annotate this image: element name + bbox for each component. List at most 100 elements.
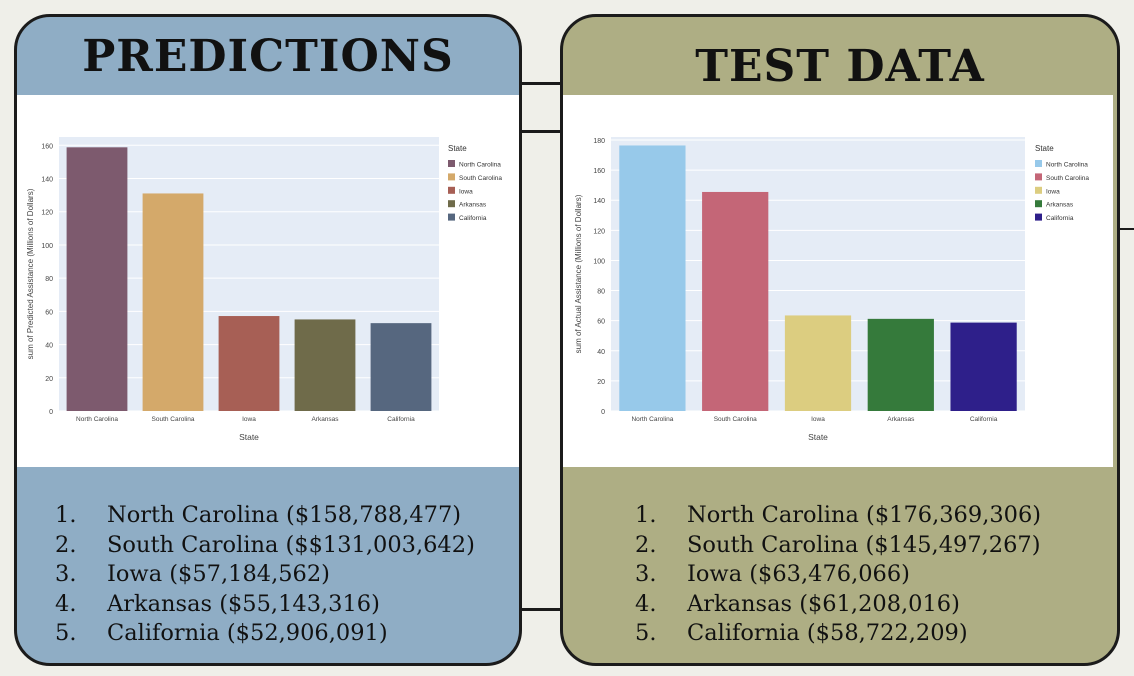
connector-line-top bbox=[518, 82, 564, 85]
legend-label: North Carolina bbox=[1046, 162, 1088, 169]
legend-swatch bbox=[448, 186, 455, 194]
rank-text: Iowa ($63,476,066) bbox=[687, 561, 910, 588]
y-tick-label: 180 bbox=[593, 138, 605, 145]
y-tick-label: 0 bbox=[601, 409, 605, 416]
rank-text: California ($58,722,209) bbox=[687, 620, 968, 647]
x-axis-label: State bbox=[808, 432, 828, 442]
legend-swatch bbox=[448, 160, 455, 167]
legend-label: California bbox=[459, 215, 487, 222]
bar bbox=[702, 191, 769, 411]
y-tick-label: 40 bbox=[597, 349, 605, 356]
x-axis-label: State bbox=[239, 432, 259, 442]
y-tick-label: 60 bbox=[597, 319, 605, 326]
legend-swatch bbox=[1035, 173, 1042, 181]
y-tick-label: 0 bbox=[49, 409, 53, 416]
y-tick-label: 20 bbox=[597, 379, 605, 386]
legend-label: California bbox=[1046, 215, 1074, 222]
ranking-item: 3. Iowa ($57,184,562) bbox=[55, 560, 475, 590]
rank-text: Arkansas ($61,208,016) bbox=[687, 590, 960, 617]
rank-text: California ($52,906,091) bbox=[107, 620, 388, 647]
legend-swatch bbox=[1035, 200, 1042, 208]
y-tick-label: 60 bbox=[45, 309, 53, 316]
bar bbox=[218, 316, 280, 411]
y-tick-label: 100 bbox=[41, 243, 53, 250]
ranking-item: 4. Arkansas ($55,143,316) bbox=[55, 590, 475, 620]
legend-label: Iowa bbox=[459, 188, 473, 195]
legend-swatch bbox=[448, 173, 455, 181]
rank-number: 3. bbox=[55, 561, 77, 588]
connector-line-bottom bbox=[518, 608, 564, 611]
predictions-panel: PREDICTIONS 0 20 40 60 80 100 120 140 160 North C… bbox=[14, 14, 522, 666]
bar bbox=[142, 193, 204, 411]
y-tick-label: 100 bbox=[593, 258, 605, 265]
legend-swatch bbox=[448, 213, 455, 221]
connector-line-mid bbox=[518, 130, 564, 133]
ranking-item: 1. North Carolina ($176,369,306) bbox=[635, 501, 1041, 531]
y-tick-label: 80 bbox=[597, 289, 605, 296]
rank-number: 4. bbox=[55, 590, 77, 617]
rank-number: 3. bbox=[635, 561, 657, 588]
predictions-chart-container: 0 20 40 60 80 100 120 140 160 North Carolina South… bbox=[17, 95, 519, 467]
legend-title: State bbox=[448, 144, 467, 153]
ranking-item: 5. California ($58,722,209) bbox=[635, 619, 1041, 649]
y-axis-label: sum of Actual Assistance (Millions of Do… bbox=[574, 194, 583, 353]
test-data-ranking-list: 1. North Carolina ($176,369,306) 2. South … bbox=[635, 501, 1041, 649]
legend-swatch bbox=[1035, 160, 1042, 167]
rank-text: South Carolina ($145,497,267) bbox=[687, 531, 1041, 558]
rank-number: 2. bbox=[55, 531, 77, 558]
bar bbox=[950, 322, 1017, 411]
legend-swatch bbox=[1035, 186, 1042, 194]
y-tick-label: 160 bbox=[41, 143, 53, 150]
legend-label: Arkansas bbox=[1046, 202, 1074, 209]
x-tick-label: California bbox=[970, 416, 998, 423]
connector-line-right bbox=[1118, 228, 1134, 230]
rank-number: 1. bbox=[55, 502, 77, 528]
x-tick-label: South Carolina bbox=[152, 416, 195, 423]
legend-title: State bbox=[1035, 144, 1054, 153]
ranking-item: 2. South Carolina ($$131,003,642) bbox=[55, 531, 475, 561]
x-tick-label: Iowa bbox=[811, 416, 825, 423]
x-tick-label: Arkansas bbox=[887, 416, 915, 423]
x-tick-label: North Carolina bbox=[76, 416, 118, 423]
ranking-item: 4. Arkansas ($61,208,016) bbox=[635, 590, 1041, 620]
bar bbox=[294, 319, 356, 411]
rank-number: 2. bbox=[635, 531, 657, 558]
legend-label: Arkansas bbox=[459, 202, 487, 209]
rank-text: Arkansas ($55,143,316) bbox=[107, 590, 380, 617]
y-tick-label: 160 bbox=[593, 168, 605, 175]
rank-number: 1. bbox=[635, 502, 657, 528]
y-axis-label: sum of Predicted Assistance (Millions of… bbox=[26, 188, 35, 359]
test-data-title: TEST DATA bbox=[695, 41, 985, 92]
rank-text: North Carolina ($158,788,477) bbox=[107, 502, 462, 528]
x-tick-label: California bbox=[387, 416, 415, 423]
ranking-item: 5. California ($52,906,091) bbox=[55, 619, 475, 649]
bar bbox=[370, 323, 432, 411]
test-data-chart-container: 0 20 40 60 80 100 120 140 160 180 North Carolina So… bbox=[563, 95, 1113, 467]
x-tick-label: Arkansas bbox=[311, 416, 339, 423]
rank-text: Iowa ($57,184,562) bbox=[107, 561, 330, 588]
y-tick-label: 80 bbox=[45, 276, 53, 283]
bar bbox=[619, 145, 686, 411]
test-data-chart: 0 20 40 60 80 100 120 140 160 180 North Carolina So… bbox=[574, 137, 1089, 442]
rank-number: 5. bbox=[635, 620, 657, 647]
y-tick-label: 40 bbox=[45, 343, 53, 350]
test-data-panel: TEST DATA 0 20 40 60 80 100 120 140 160 180 North … bbox=[560, 14, 1120, 666]
rank-number: 4. bbox=[635, 590, 657, 617]
bar bbox=[867, 318, 934, 411]
legend-label: South Carolina bbox=[1046, 175, 1089, 182]
predictions-ranking-list: 1. North Carolina ($158,788,477) 2. South … bbox=[55, 501, 475, 649]
rank-text: North Carolina ($176,369,306) bbox=[687, 502, 1042, 528]
legend-label: Iowa bbox=[1046, 188, 1060, 195]
rank-number: 5. bbox=[55, 620, 77, 647]
ranking-item: 3. Iowa ($63,476,066) bbox=[635, 560, 1041, 590]
bar bbox=[784, 315, 852, 411]
legend-swatch bbox=[448, 200, 455, 208]
y-tick-label: 140 bbox=[41, 177, 53, 184]
y-tick-label: 120 bbox=[593, 228, 605, 235]
rank-text: South Carolina ($$131,003,642) bbox=[107, 531, 475, 558]
bar bbox=[66, 147, 128, 412]
x-tick-label: South Carolina bbox=[714, 416, 757, 423]
predictions-title: PREDICTIONS bbox=[82, 31, 454, 82]
legend-label: South Carolina bbox=[459, 175, 502, 182]
y-tick-label: 20 bbox=[45, 376, 53, 383]
